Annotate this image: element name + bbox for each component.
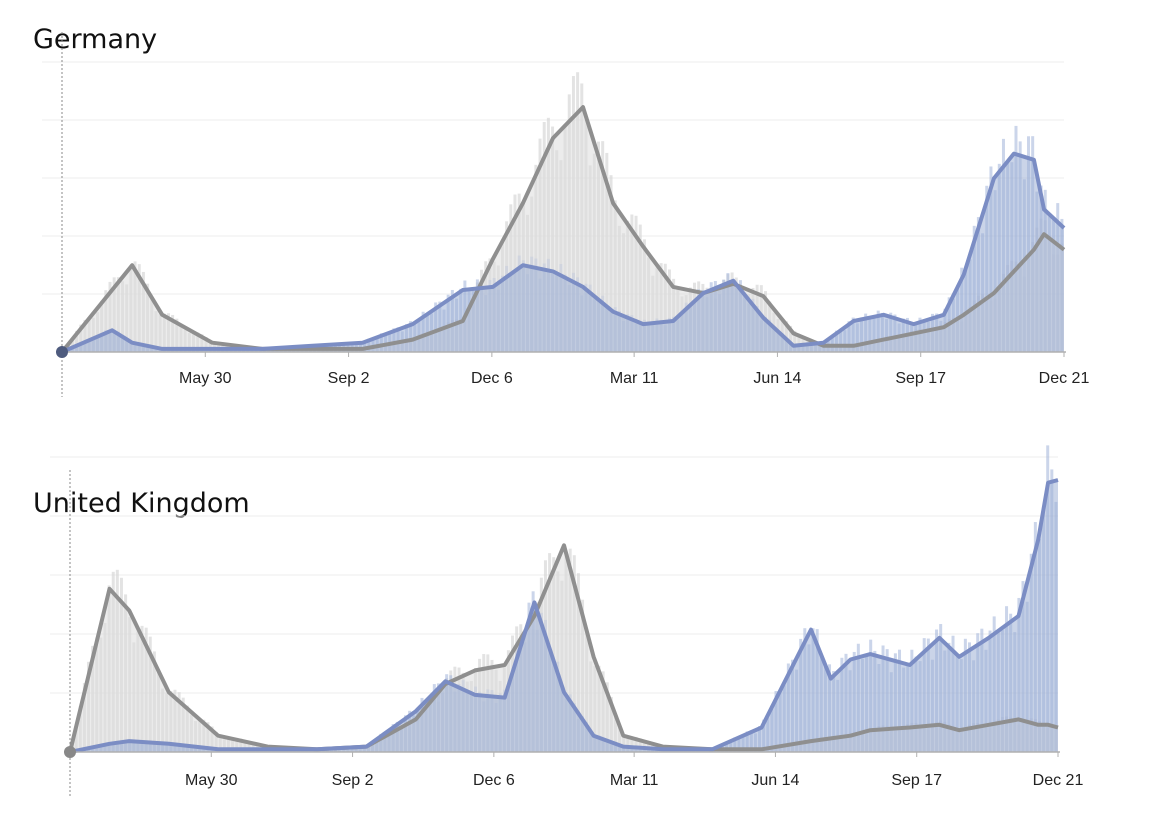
start-marker-dot xyxy=(64,746,76,758)
deaths-line xyxy=(68,543,1059,753)
x-tick-label: Sep 2 xyxy=(328,370,370,387)
chart-title: Germany xyxy=(33,24,158,55)
cases-area xyxy=(70,480,1058,752)
cases-line xyxy=(61,151,1066,354)
x-tick-label: Jun 14 xyxy=(751,772,799,789)
x-tick-label: Sep 2 xyxy=(332,772,374,789)
x-tick-label: May 30 xyxy=(179,370,232,387)
x-tick-label: Dec 21 xyxy=(1039,370,1090,387)
x-tick-label: May 30 xyxy=(185,772,238,789)
united-kingdom-chart: May 30 Sep 2 Dec 6 Mar 11 Jun 14 Sep 17 Dec 21 xyxy=(50,445,1083,797)
united-kingdom-panel: United Kingdom May 30 Sep 2 Dec 6 Mar 11 Jun… xyxy=(0,415,1160,830)
cases-line xyxy=(69,478,1059,754)
deaths-area xyxy=(62,107,1064,352)
x-axis-ticks: May 30 Sep 2 Dec 6 Mar 11 Jun 14 Sep 17 Dec 21 xyxy=(179,352,1089,387)
x-tick-label: Jun 14 xyxy=(753,370,801,387)
deaths-area xyxy=(70,545,1058,752)
cases-area xyxy=(62,153,1064,352)
x-tick-label: Dec 6 xyxy=(473,772,515,789)
start-marker-dot xyxy=(56,346,68,358)
x-axis-ticks: May 30 Sep 2 Dec 6 Mar 11 Jun 14 Sep 17 Dec 21 xyxy=(185,752,1083,789)
x-tick-label: Sep 17 xyxy=(895,370,946,387)
x-tick-label: Dec 6 xyxy=(471,370,513,387)
germany-chart: May 30 Sep 2 Dec 6 Mar 11 Jun 14 Sep 17 Dec 21 xyxy=(42,32,1089,397)
x-tick-label: Sep 17 xyxy=(891,772,942,789)
chart-title: United Kingdom xyxy=(33,488,250,519)
x-tick-label: Mar 11 xyxy=(610,370,659,387)
x-tick-label: Mar 11 xyxy=(610,772,659,789)
x-tick-label: Dec 21 xyxy=(1033,772,1084,789)
germany-panel: Germany May 30 Sep 2 Dec 6 Mar 11 Jun 14 Sep … xyxy=(33,24,1089,397)
